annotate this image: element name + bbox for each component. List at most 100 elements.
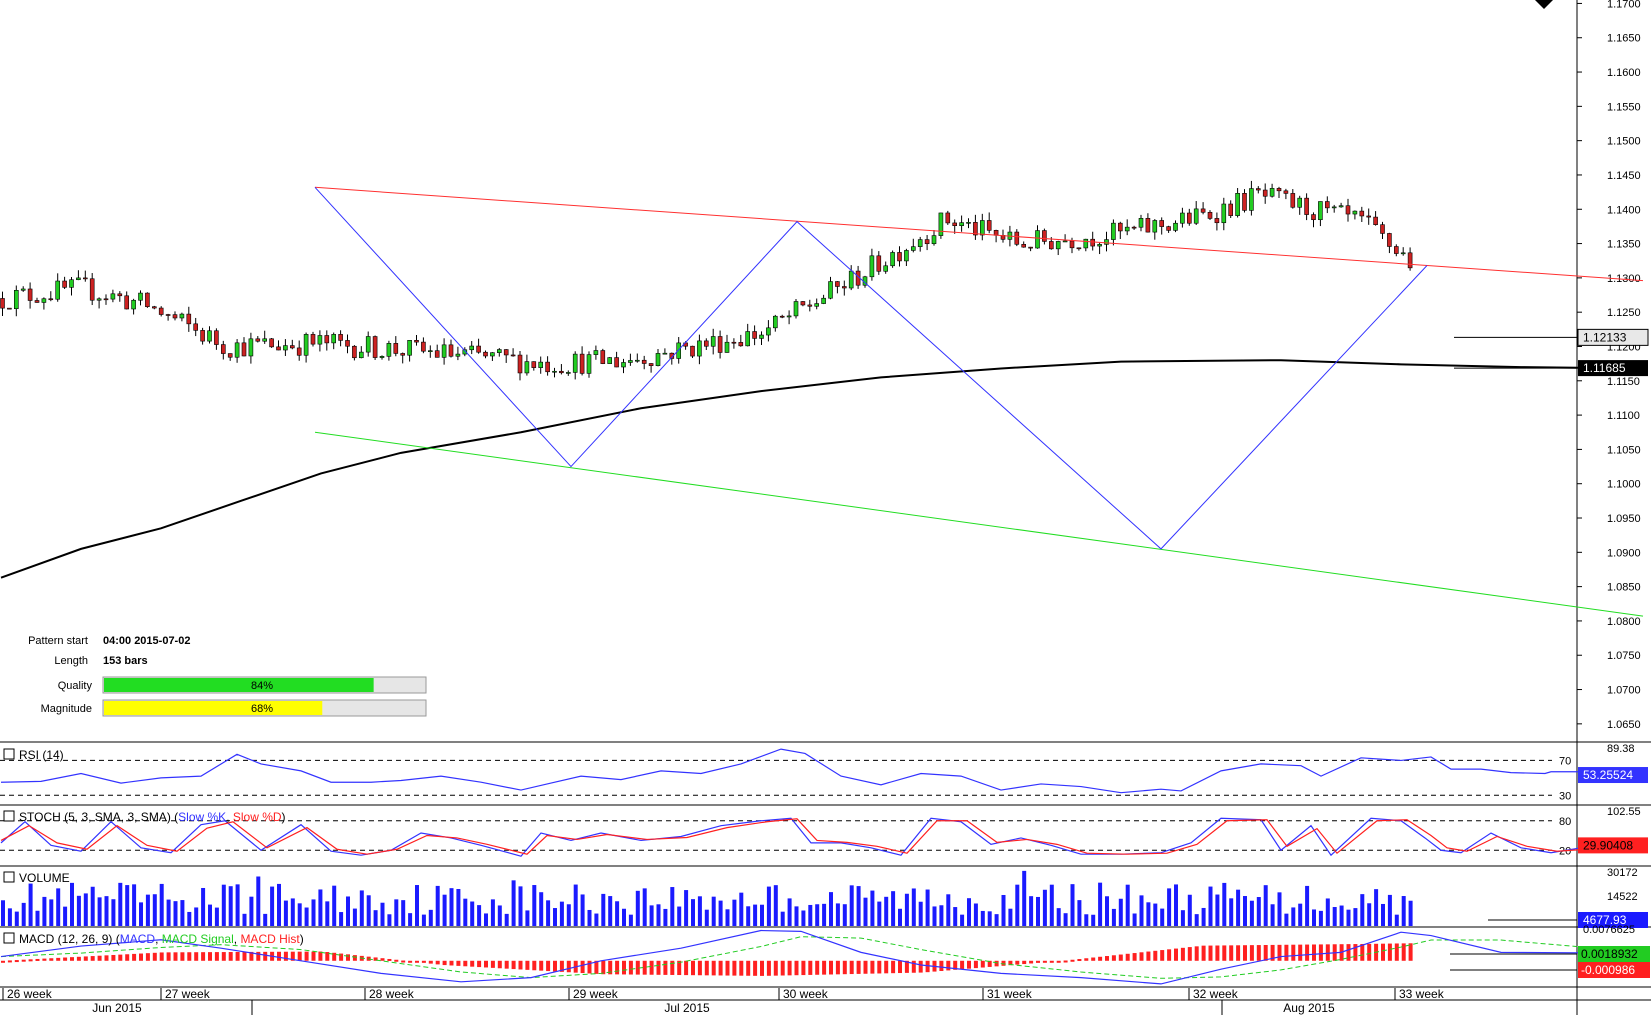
macd-hist-bar xyxy=(449,960,454,966)
volume-bar xyxy=(904,893,909,926)
volume-bar xyxy=(339,912,344,926)
macd-hist-bar xyxy=(594,960,599,974)
macd-hist-bar xyxy=(870,960,875,974)
volume-bar xyxy=(1153,903,1158,926)
candle-down xyxy=(731,341,737,344)
volume-bar xyxy=(1381,903,1385,926)
volume-last-box xyxy=(1578,912,1648,928)
macd-hist-bar xyxy=(670,960,675,975)
macd-hist-bar xyxy=(587,960,592,974)
macd-hist-bar xyxy=(815,960,820,975)
volume-bar xyxy=(70,882,74,926)
volume-bar xyxy=(684,890,689,926)
volume-bar xyxy=(435,885,440,926)
macd-hist-bar xyxy=(42,958,47,961)
stoch-close-checkbox[interactable] xyxy=(3,810,15,822)
candle-up xyxy=(317,335,323,345)
macd-hist-bar xyxy=(615,960,620,975)
candle-down xyxy=(483,351,488,357)
candle-down xyxy=(1366,215,1371,218)
macd-hist-bar xyxy=(1132,953,1137,961)
macd-hist-bar xyxy=(1042,960,1047,963)
volume-bar xyxy=(1174,884,1178,926)
macd-hist-bar xyxy=(221,952,226,961)
macd-hist-bar xyxy=(1008,960,1013,966)
volume-bar xyxy=(691,899,695,926)
macd-hist-bar xyxy=(1394,943,1399,961)
candle-up xyxy=(455,353,461,357)
candle-up xyxy=(524,361,530,374)
macd-hist-bar xyxy=(1277,944,1282,961)
candle-up xyxy=(1111,222,1116,240)
candle-up xyxy=(69,279,74,288)
volume-bar xyxy=(891,891,896,926)
macd-hist-bar xyxy=(76,956,81,961)
macd-hist-bar xyxy=(511,960,516,970)
volume-bar xyxy=(380,902,385,926)
collapse-arrow-icon[interactable] xyxy=(1535,0,1553,9)
candle-up xyxy=(379,356,385,358)
candle-up xyxy=(110,293,116,300)
price-tick-label: 1.1600 xyxy=(1607,67,1641,79)
candle-up xyxy=(552,370,557,373)
candle-down xyxy=(393,343,399,354)
macd-top-label: 0.0076625 xyxy=(1583,924,1635,936)
volume-bar xyxy=(1298,903,1303,926)
candle-down xyxy=(172,314,178,319)
candle-down xyxy=(1387,233,1392,247)
volume-bar xyxy=(856,886,861,926)
volume-bar xyxy=(546,900,551,926)
macd-hist-bar xyxy=(1194,946,1199,961)
rsi-close-checkbox[interactable] xyxy=(3,748,15,760)
price-tick-label: 1.0850 xyxy=(1607,582,1641,594)
macd-hist-bar xyxy=(863,960,868,974)
candle-down xyxy=(1021,244,1027,248)
macd-hist-bar xyxy=(732,960,737,976)
candle-up xyxy=(883,265,889,272)
week-label: 30 week xyxy=(783,987,829,1001)
macd-hist-bar xyxy=(1105,956,1109,961)
price-tick-label: 1.0650 xyxy=(1607,719,1641,731)
macd-hist-bar xyxy=(180,952,185,961)
candle-up xyxy=(1249,188,1254,211)
volume-bar xyxy=(76,895,81,926)
moving-average-line xyxy=(0,359,1646,579)
volume-bar xyxy=(746,906,751,926)
macd-hist-bar xyxy=(456,960,461,966)
candle-down xyxy=(289,345,295,349)
volume-bar xyxy=(1284,913,1289,926)
candle-down xyxy=(1228,203,1233,216)
volume-bar xyxy=(366,895,371,926)
macd-hist-bar xyxy=(228,952,233,961)
volume-bar xyxy=(1387,894,1392,926)
volume-bar xyxy=(1015,884,1020,926)
volume-bar xyxy=(42,896,47,926)
magnitude-label: Magnitude xyxy=(41,703,92,715)
candle-down xyxy=(1394,246,1399,254)
candle-up xyxy=(959,222,964,226)
candle-up xyxy=(283,345,288,351)
macd-hist-bar xyxy=(339,953,344,961)
volume-bar xyxy=(980,910,985,926)
volume-bar xyxy=(953,907,958,926)
macd-close-checkbox[interactable] xyxy=(3,932,15,944)
macd-hist-bar xyxy=(1056,960,1061,963)
volume-bar xyxy=(1070,884,1075,926)
macd-hist-bar xyxy=(718,960,723,976)
volume-bar xyxy=(718,900,723,926)
macd-hist-bar xyxy=(946,960,951,971)
volume-bar xyxy=(325,901,330,926)
volume-bar xyxy=(1056,908,1061,926)
volume-bar xyxy=(1160,908,1165,926)
volume-close-checkbox[interactable] xyxy=(3,871,15,883)
macd-hist-bar xyxy=(704,960,709,976)
macd-hist-bar xyxy=(856,960,861,974)
candle-down xyxy=(338,334,343,341)
volume-bar xyxy=(270,886,275,926)
macd-hist-bar xyxy=(325,952,330,961)
macd-hist-bar xyxy=(973,960,978,969)
candle-up xyxy=(697,340,702,357)
macd-hist-bar xyxy=(235,951,240,961)
price-tick-label: 1.0950 xyxy=(1607,513,1641,525)
